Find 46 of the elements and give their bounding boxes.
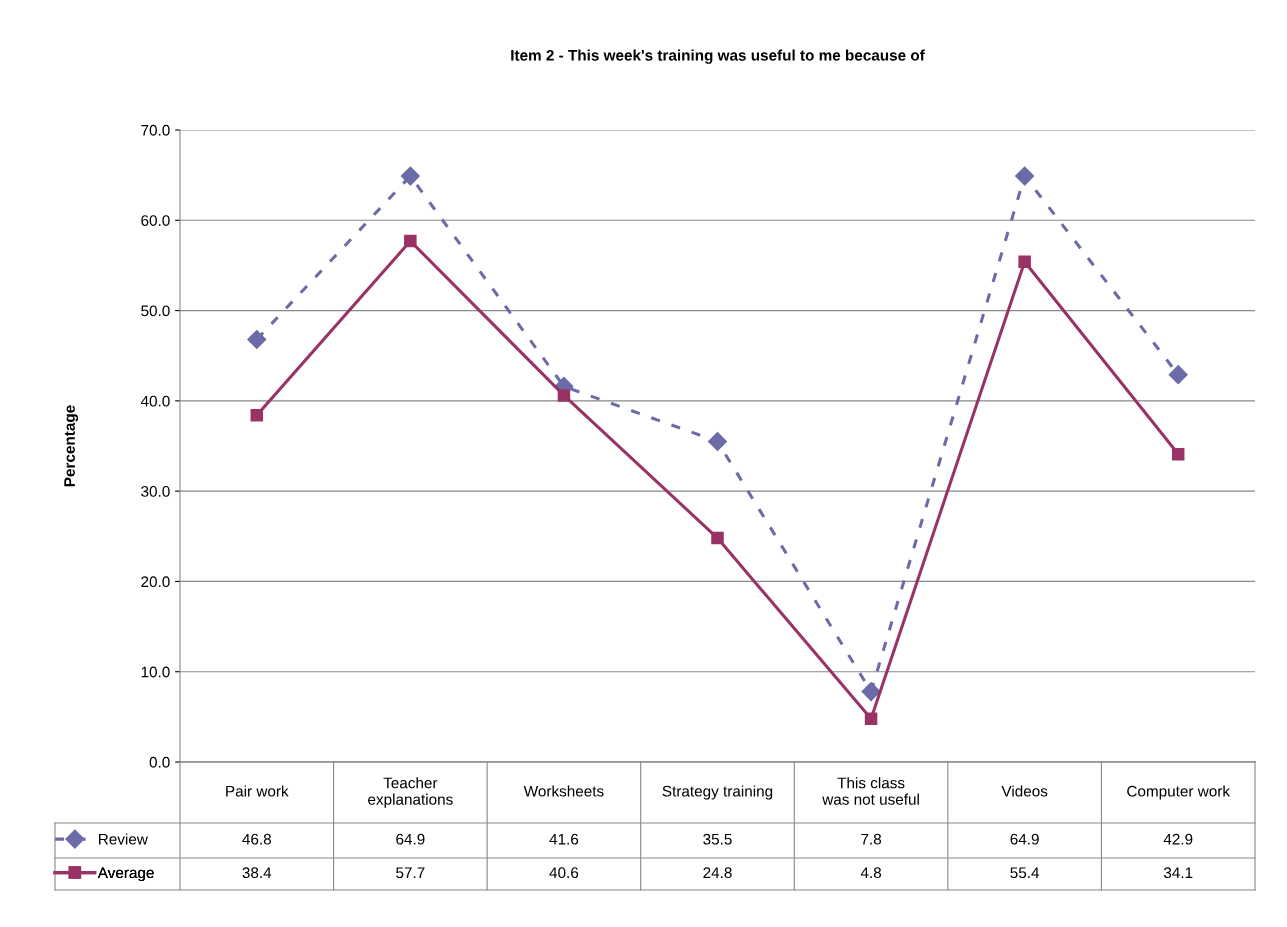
point (1018, 255, 1031, 269)
x-tick-label: Worksheets (523, 785, 604, 797)
point (404, 234, 417, 248)
point (861, 682, 881, 702)
data-label: 40.6 (549, 867, 579, 879)
point (247, 329, 267, 349)
data-label: 34.1 (1163, 867, 1193, 879)
y-tick-label: 10.0 (141, 666, 170, 678)
x-tick-label: Pair work (226, 785, 289, 797)
data-label: 38.4 (242, 867, 272, 879)
point (557, 389, 571, 402)
data-label: 55.4 (1010, 867, 1040, 879)
data-label: 4.8 (860, 867, 882, 879)
point (1171, 447, 1185, 461)
x-tick-label: Videos (1001, 785, 1048, 797)
x-tick-label: Strategy training (662, 785, 773, 800)
point (864, 712, 878, 725)
data-label: 7.8 (861, 833, 882, 845)
point (250, 409, 264, 422)
y-tick-label: 60.0 (141, 215, 170, 226)
point (400, 166, 420, 186)
y-tick-label: 0.0 (149, 756, 170, 768)
y-tick-label: 50.0 (141, 305, 170, 317)
chart-title: Item 2 - This week's training was useful to me because of (511, 49, 925, 64)
x-tick-label: Teacher explanations (368, 777, 453, 808)
y-tick-label: 30.0 (141, 486, 170, 497)
y-tick-label: 70.0 (141, 124, 170, 136)
data-label: 57.7 (396, 867, 425, 879)
x-tick-label: This class was not useful (822, 777, 919, 805)
data-label: 64.9 (396, 833, 425, 845)
data-label: 46.8 (242, 833, 271, 845)
data-label: 42.9 (1163, 833, 1193, 845)
legend-label: Review (99, 833, 148, 845)
data-label: 35.5 (703, 833, 732, 845)
y-tick-label: 40.0 (140, 395, 170, 407)
point (711, 531, 724, 545)
data-label: 41.6 (549, 833, 579, 845)
point (1015, 166, 1035, 186)
y-axis-title: Percentage (64, 405, 79, 487)
x-tick-label: Computer work (1127, 785, 1231, 800)
point (707, 431, 728, 452)
legend-label: Average (97, 867, 154, 882)
point (1168, 365, 1188, 385)
data-label: 64.9 (1010, 833, 1039, 845)
y-tick-label: 20.0 (141, 576, 170, 588)
data-label: 24.8 (703, 867, 732, 879)
